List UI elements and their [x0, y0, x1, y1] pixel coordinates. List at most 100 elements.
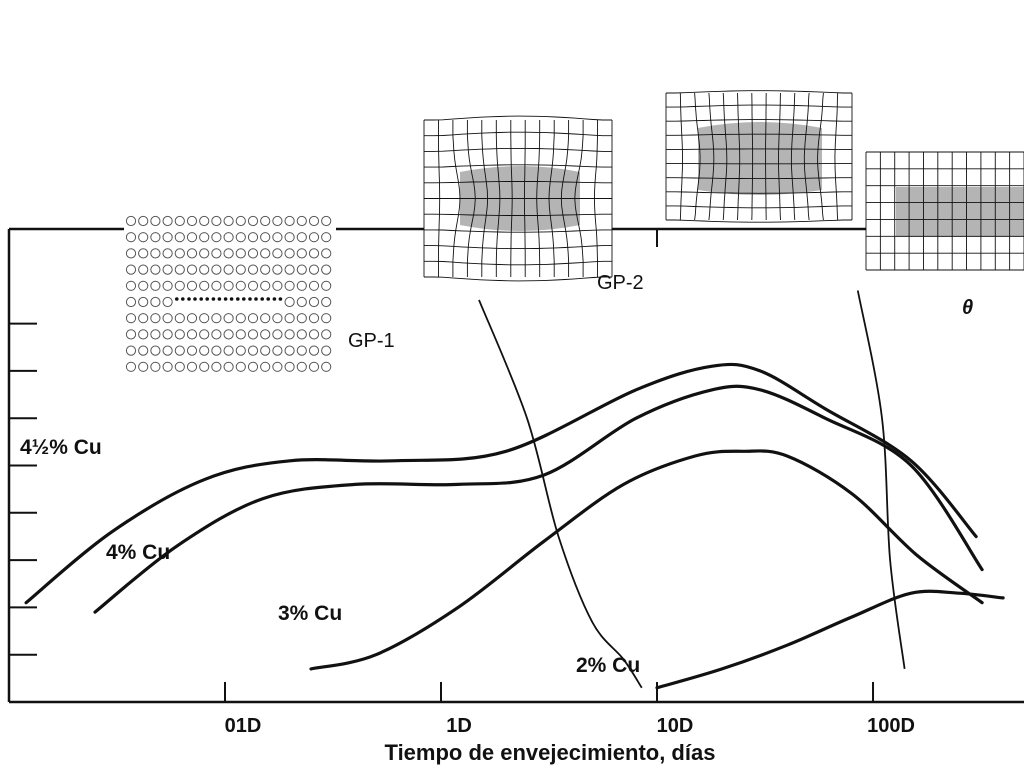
matrix-atom-178 [322, 362, 331, 371]
matrix-atom-3 [163, 216, 172, 225]
solute-atom-90 [181, 297, 185, 301]
matrix-atom-157 [273, 346, 282, 355]
matrix-atom-115 [175, 314, 184, 323]
matrix-atom-21 [175, 233, 184, 242]
matrix-atom-116 [187, 314, 196, 323]
matrix-atom-24 [212, 233, 221, 242]
matrix-atom-148 [163, 346, 172, 355]
matrix-atom-48 [297, 249, 306, 258]
matrix-atom-57 [200, 265, 209, 274]
x-tick-label-3: 10D [657, 715, 694, 737]
matrix-atom-55 [175, 265, 184, 274]
series-label-4-cu: 4% Cu [106, 541, 170, 564]
x-tick-label-4: 100D [867, 715, 915, 737]
matrix-atom-43 [236, 249, 245, 258]
matrix-atom-52 [139, 265, 148, 274]
matrix-atom-120 [236, 314, 245, 323]
matrix-atom-53 [151, 265, 160, 274]
matrix-atom-14 [297, 216, 306, 225]
matrix-atom-28 [261, 233, 270, 242]
matrix-atom-149 [175, 346, 184, 355]
matrix-atom-1 [139, 216, 148, 225]
matrix-atom-174 [273, 362, 282, 371]
matrix-atom-75 [212, 281, 221, 290]
matrix-atom-78 [248, 281, 257, 290]
matrix-atom-126 [309, 314, 318, 323]
matrix-atom-118 [212, 314, 221, 323]
solute-atom-97 [224, 297, 228, 301]
matrix-atom-160 [309, 346, 318, 355]
solute-atom-102 [254, 297, 258, 301]
series-line-4 [657, 591, 1003, 688]
solute-atom-94 [205, 297, 209, 301]
matrix-atom-152 [212, 346, 221, 355]
matrix-atom-107 [285, 297, 294, 306]
solute-atom-100 [242, 297, 246, 301]
matrix-atom-47 [285, 249, 294, 258]
matrix-atom-154 [236, 346, 245, 355]
matrix-atom-131 [163, 330, 172, 339]
matrix-atom-139 [261, 330, 270, 339]
matrix-atom-59 [224, 265, 233, 274]
solute-atom-104 [266, 297, 270, 301]
matrix-atom-26 [236, 233, 245, 242]
matrix-atom-170 [224, 362, 233, 371]
matrix-atom-112 [139, 314, 148, 323]
matrix-atom-110 [322, 297, 331, 306]
matrix-atom-76 [224, 281, 233, 290]
matrix-atom-67 [322, 265, 331, 274]
matrix-atom-164 [151, 362, 160, 371]
matrix-atom-86 [139, 297, 148, 306]
theta-prime-lattice-illustration [666, 91, 852, 223]
matrix-atom-41 [212, 249, 221, 258]
matrix-atom-167 [187, 362, 196, 371]
matrix-atom-158 [285, 346, 294, 355]
matrix-atom-111 [126, 314, 135, 323]
matrix-atom-7 [212, 216, 221, 225]
matrix-atom-38 [175, 249, 184, 258]
solute-atom-93 [199, 297, 203, 301]
matrix-atom-142 [297, 330, 306, 339]
solute-atom-89 [175, 297, 179, 301]
gp2-distorted-lattice-illustration [424, 116, 612, 281]
solute-atom-95 [212, 297, 216, 301]
matrix-atom-17 [126, 233, 135, 242]
theta-prime-precipitate-zone [698, 122, 822, 195]
matrix-atom-42 [224, 249, 233, 258]
matrix-atom-46 [273, 249, 282, 258]
solute-atom-91 [187, 297, 191, 301]
matrix-atom-128 [126, 330, 135, 339]
matrix-atom-25 [224, 233, 233, 242]
matrix-atom-66 [309, 265, 318, 274]
theta-prime-hline-4 [666, 149, 852, 150]
matrix-atom-159 [297, 346, 306, 355]
solute-atom-105 [273, 297, 277, 301]
theta-prime-hline-9 [666, 220, 852, 222]
solute-atom-103 [260, 297, 264, 301]
matrix-atom-143 [309, 330, 318, 339]
matrix-atom-70 [151, 281, 160, 290]
matrix-atom-156 [261, 346, 270, 355]
matrix-atom-0 [126, 216, 135, 225]
matrix-atom-40 [200, 249, 209, 258]
matrix-atom-166 [175, 362, 184, 371]
matrix-atom-88 [163, 297, 172, 306]
solute-atom-96 [218, 297, 222, 301]
matrix-atom-44 [248, 249, 257, 258]
solute-atom-98 [230, 297, 234, 301]
matrix-atom-119 [224, 314, 233, 323]
matrix-atom-65 [297, 265, 306, 274]
matrix-atom-69 [139, 281, 148, 290]
matrix-atom-109 [309, 297, 318, 306]
matrix-atom-51 [126, 265, 135, 274]
gp2-label: GP-2 [597, 272, 644, 294]
phase-boundaries [479, 291, 905, 688]
matrix-atom-81 [285, 281, 294, 290]
matrix-atom-146 [139, 346, 148, 355]
gp1-label: GP-1 [348, 330, 395, 352]
matrix-atom-150 [187, 346, 196, 355]
matrix-atom-141 [285, 330, 294, 339]
series-line-2 [95, 386, 982, 612]
y-ticks [9, 324, 37, 655]
matrix-atom-64 [285, 265, 294, 274]
